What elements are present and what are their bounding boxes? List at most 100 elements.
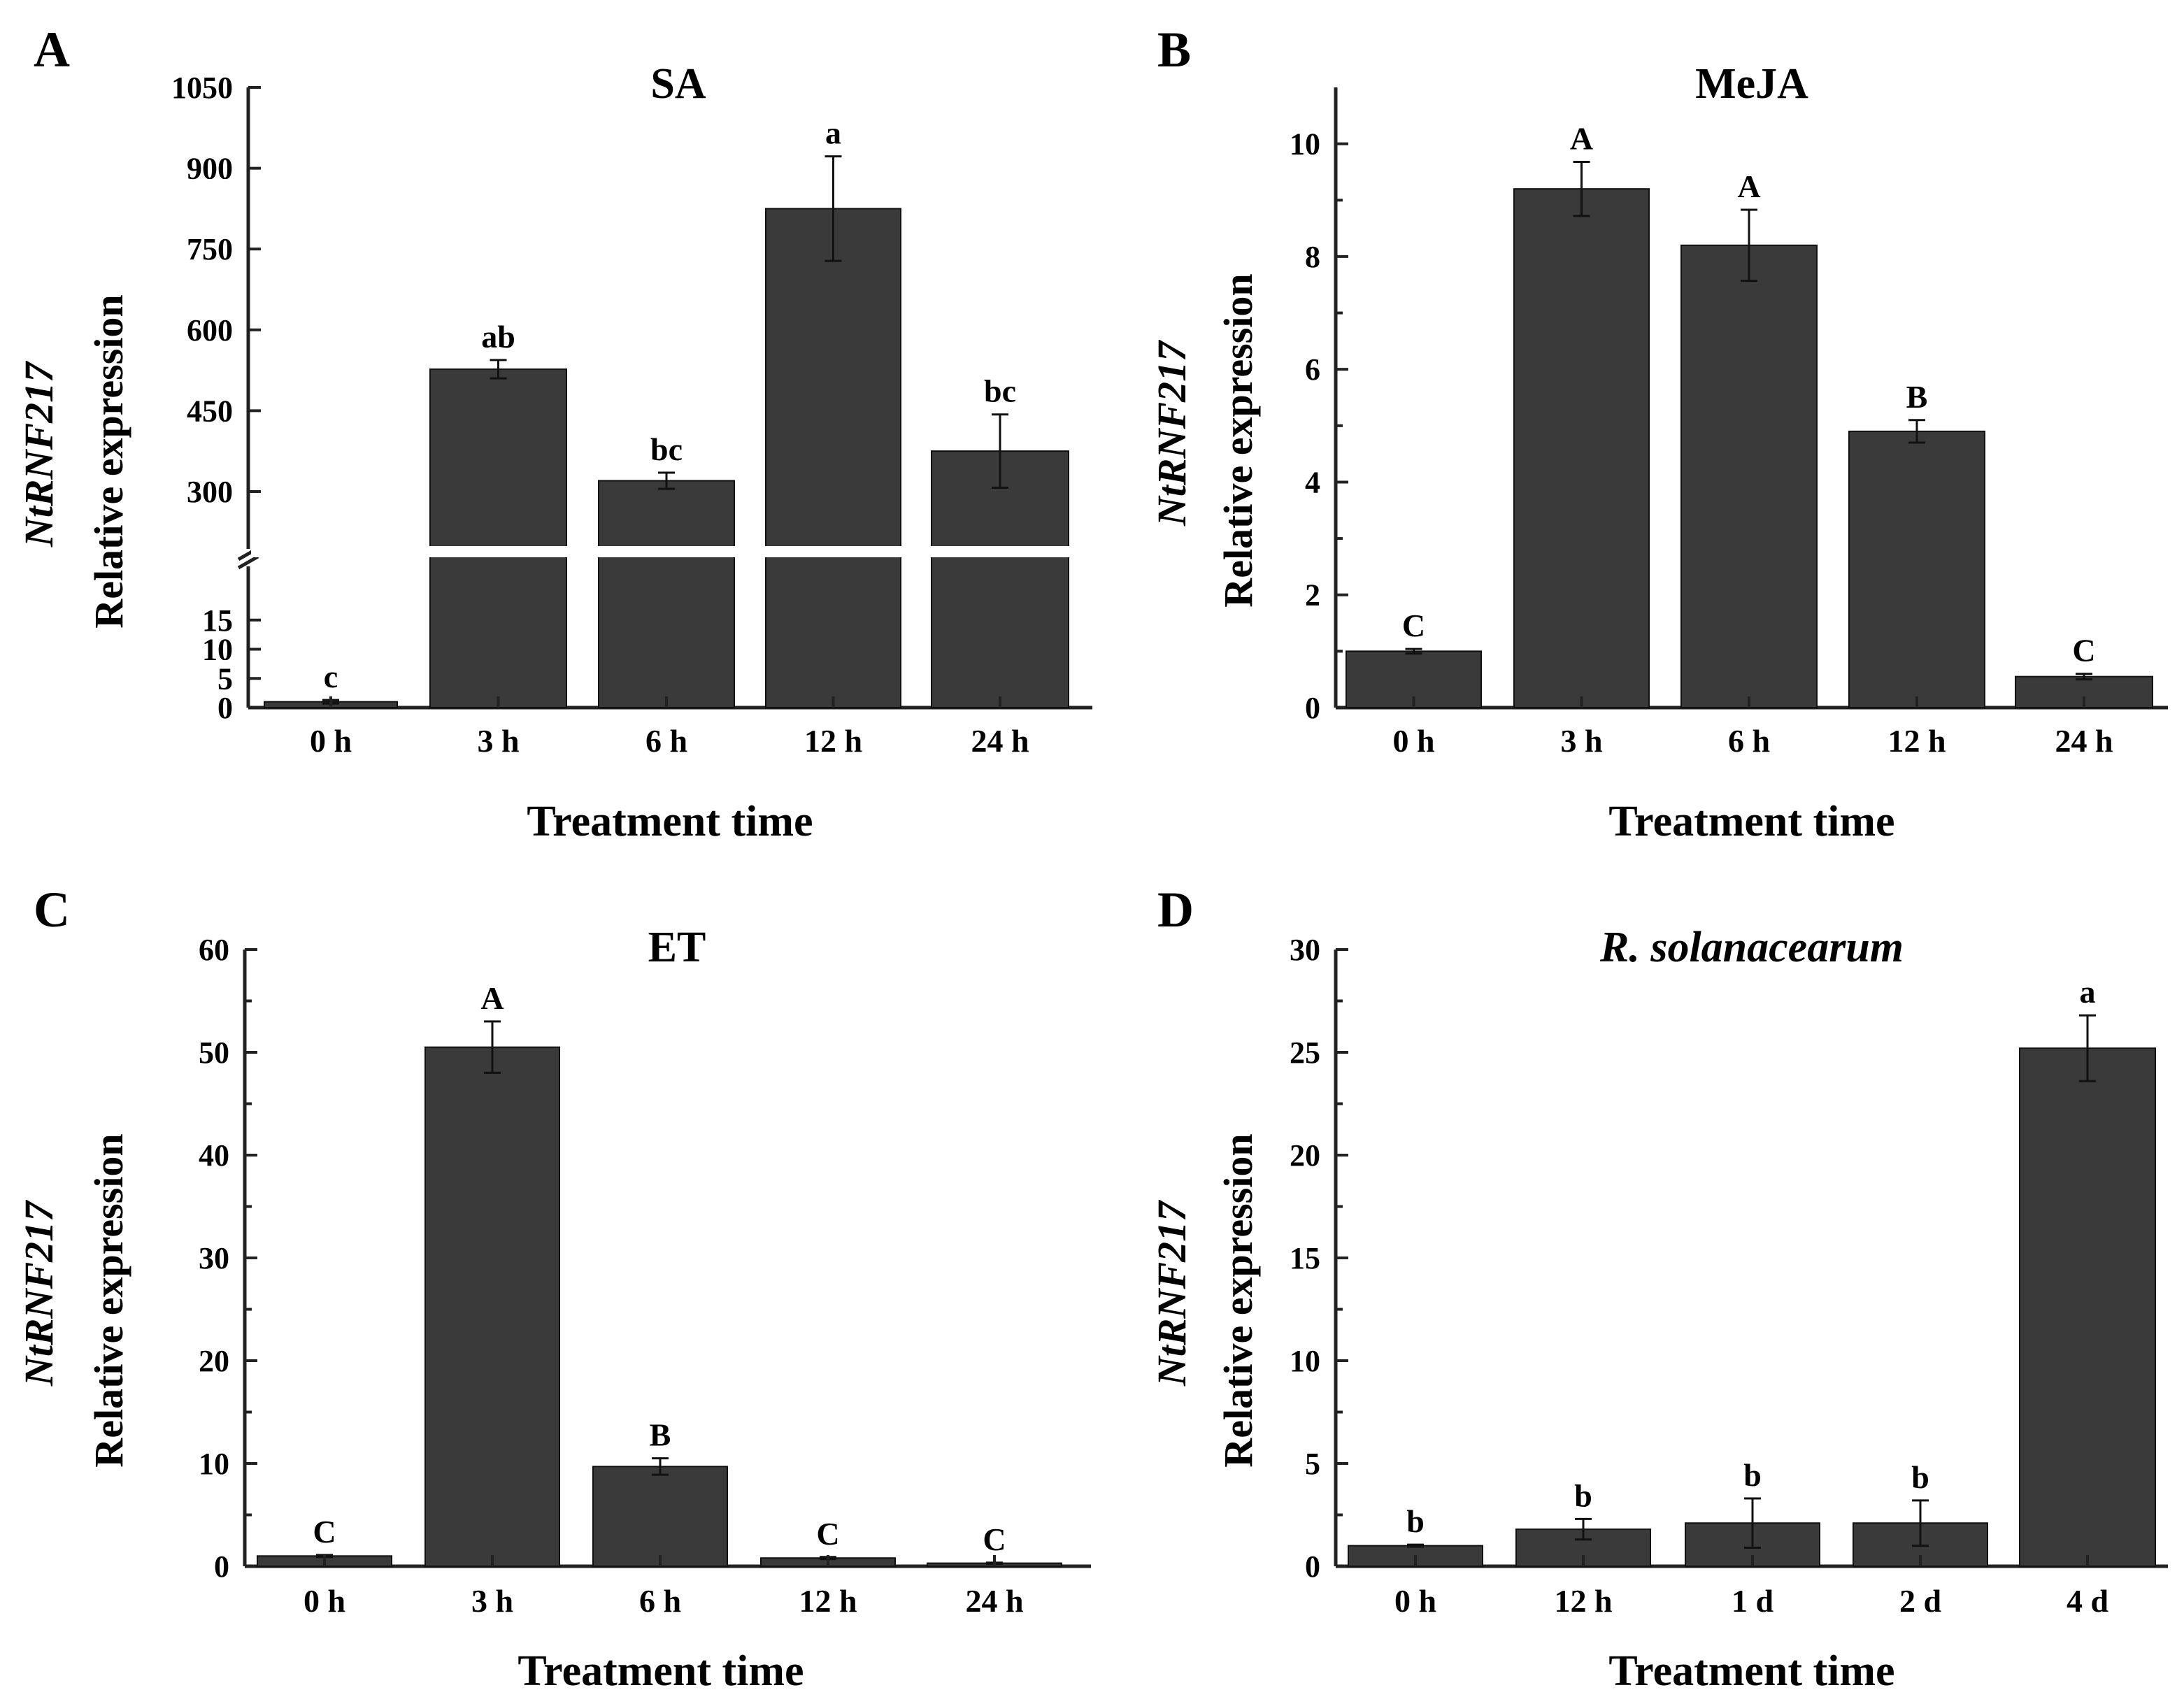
axis-break-gap xyxy=(251,546,1095,557)
y-tick-label: 15 xyxy=(202,603,233,638)
y-axis-title: Relative expression xyxy=(1215,273,1261,607)
y-tick-label: 30 xyxy=(1290,933,1320,967)
x-tick-label: 12 h xyxy=(799,1583,857,1619)
x-tick-label: 0 h xyxy=(1394,1583,1436,1619)
significance-label: b xyxy=(1574,1477,1592,1513)
significance-label: c xyxy=(324,659,338,694)
y-tick-label: 1050 xyxy=(171,71,233,105)
significance-label: bc xyxy=(984,373,1016,409)
x-tick-label: 24 h xyxy=(965,1583,1023,1619)
significance-label: B xyxy=(650,1417,671,1453)
bar xyxy=(1680,244,1818,709)
axis-break-mark xyxy=(237,554,259,570)
panel-d-r-solanacearum: D R. solanacearum 0 5 10 15 20 25 30 b 0 h b 12 h b 1 … xyxy=(1149,882,2168,1695)
significance-label: C xyxy=(983,1522,1006,1557)
bar xyxy=(592,1466,728,1567)
y-axis-gene-name: NtRNF217 xyxy=(1149,340,1194,527)
y-tick-label: 25 xyxy=(1290,1036,1320,1070)
significance-label: C xyxy=(313,1514,336,1549)
x-tick-label: 0 h xyxy=(310,723,352,759)
bar xyxy=(424,1046,560,1567)
chart-title: ET xyxy=(648,924,706,971)
x-axis-title: Treatment time xyxy=(527,798,813,845)
x-tick-label: 3 h xyxy=(477,723,519,759)
y-axis-gene-name: NtRNF217 xyxy=(16,361,62,547)
y-tick-label: 40 xyxy=(199,1138,229,1173)
y-axis-title: Relative expression xyxy=(1215,1133,1261,1467)
chart-title: R. solanacearum xyxy=(1599,924,1904,971)
significance-label: b xyxy=(1743,1457,1762,1493)
y-axis-gene-name: NtRNF217 xyxy=(16,1200,62,1387)
bar xyxy=(765,208,901,709)
y-tick-label: 30 xyxy=(199,1241,229,1275)
significance-label: C xyxy=(1402,608,1425,643)
significance-label: A xyxy=(480,980,504,1016)
y-tick-label: 10 xyxy=(1290,127,1320,162)
y-tick-label: 10 xyxy=(202,633,233,667)
y-tick-label: 450 xyxy=(187,394,233,428)
panel-letter: C xyxy=(34,882,70,938)
y-axis-gene-name: NtRNF217 xyxy=(1149,1200,1194,1387)
y-tick-label: 750 xyxy=(187,232,233,266)
significance-label: C xyxy=(2072,633,2095,668)
y-tick-label: 8 xyxy=(1305,240,1320,274)
x-tick-label: 0 h xyxy=(304,1583,345,1619)
significance-label: A xyxy=(1737,169,1760,204)
y-tick-label: 5 xyxy=(217,661,233,696)
x-tick-label: 6 h xyxy=(1728,723,1770,759)
significance-label: b xyxy=(1406,1503,1425,1539)
y-tick-label: 10 xyxy=(1290,1344,1320,1378)
panel-letter: B xyxy=(1157,22,1191,78)
y-tick-label: 20 xyxy=(1290,1138,1320,1173)
significance-label: C xyxy=(816,1516,839,1552)
chart-title: SA xyxy=(650,60,706,108)
y-tick-label: 15 xyxy=(1290,1241,1320,1275)
x-tick-label: 3 h xyxy=(471,1583,513,1619)
y-tick-label: 60 xyxy=(199,933,229,967)
y-tick-label: 10 xyxy=(199,1447,229,1481)
panel-b-meja: B MeJA 0 2 4 6 8 10 C 0 h A 3 h A 6 h B 12 h C 24 h Treatm… xyxy=(1149,22,2168,845)
y-tick-label: 900 xyxy=(187,152,233,186)
x-tick-label: 24 h xyxy=(971,723,1029,759)
bar xyxy=(931,450,1069,708)
bar xyxy=(429,368,567,708)
significance-label: A xyxy=(1570,120,1593,156)
panel-letter: D xyxy=(1157,882,1194,938)
significance-label: ab xyxy=(481,319,515,355)
y-tick-label: 50 xyxy=(199,1036,229,1070)
significance-label: a xyxy=(825,115,841,151)
y-tick-label: 300 xyxy=(187,475,233,509)
bar xyxy=(598,480,735,708)
y-tick-label: 0 xyxy=(214,1549,229,1584)
x-tick-label: 6 h xyxy=(645,723,687,759)
significance-label: b xyxy=(1911,1459,1929,1495)
x-tick-label: 2 d xyxy=(1899,1583,1942,1619)
x-tick-label: 6 h xyxy=(639,1583,681,1619)
y-tick-label: 0 xyxy=(217,691,233,725)
x-axis-title: Treatment time xyxy=(518,1647,804,1695)
x-axis-title: Treatment time xyxy=(1608,1647,1894,1695)
chart-title: MeJA xyxy=(1695,60,1808,108)
x-axis-title: Treatment time xyxy=(1608,798,1894,845)
y-axis-title: Relative expression xyxy=(86,294,131,628)
bar xyxy=(2019,1047,2156,1567)
x-tick-label: 12 h xyxy=(1887,723,1946,759)
y-tick-label: 5 xyxy=(1305,1447,1320,1481)
significance-label: bc xyxy=(650,431,683,467)
bar xyxy=(1848,430,1985,709)
x-tick-label: 24 h xyxy=(2055,723,2113,759)
x-tick-label: 0 h xyxy=(1392,723,1434,759)
x-tick-label: 4 d xyxy=(2067,1583,2109,1619)
y-tick-label: 4 xyxy=(1305,465,1320,499)
significance-label: B xyxy=(1906,379,1928,415)
panel-letter: A xyxy=(34,22,70,78)
x-tick-label: 3 h xyxy=(1560,723,1602,759)
x-tick-label: 1 d xyxy=(1732,1583,1774,1619)
y-tick-label: 6 xyxy=(1305,352,1320,387)
y-tick-label: 20 xyxy=(199,1344,229,1378)
bar xyxy=(1513,188,1650,708)
x-tick-label: 12 h xyxy=(804,723,862,759)
y-tick-label: 0 xyxy=(1305,691,1320,725)
